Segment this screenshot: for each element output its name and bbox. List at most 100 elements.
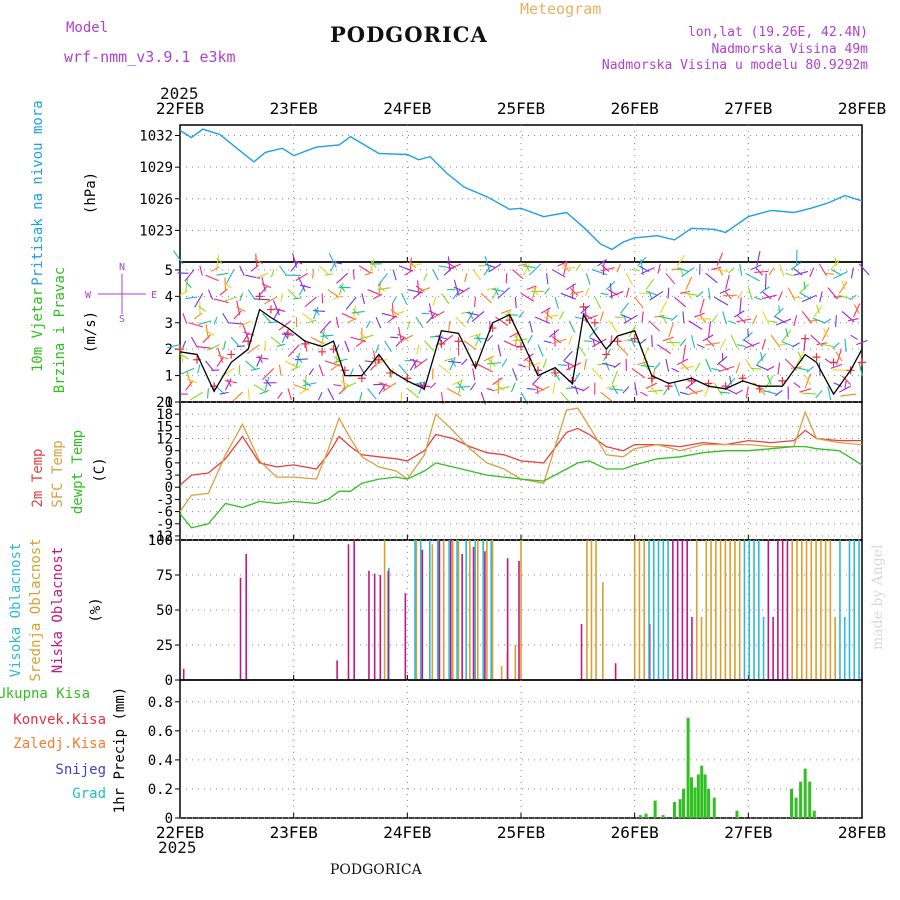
wind-arrow <box>294 358 308 361</box>
wind-arrow <box>188 322 204 328</box>
wind-arrow <box>510 382 516 393</box>
wind-arrow <box>841 375 852 386</box>
wind-arrow <box>594 296 602 309</box>
wind-arrow <box>785 328 789 338</box>
wind-arrow <box>440 292 450 305</box>
wind-arrow <box>253 298 270 301</box>
wind-arrow <box>314 308 320 316</box>
wind-arrow <box>620 302 629 314</box>
wind-arrow <box>207 289 214 300</box>
temperature-ytick-label: 0 <box>165 480 173 496</box>
x-tick-label-top: 27FEB <box>724 99 772 118</box>
wind-arrow <box>735 362 741 374</box>
wind-arrow <box>616 263 621 273</box>
wind-arrow <box>276 343 286 348</box>
temp-ylabel-dewpt: dewpt Temp <box>70 430 86 514</box>
wind-arrow <box>544 287 550 295</box>
wind-arrow <box>443 267 453 276</box>
wind-arrow <box>640 391 648 397</box>
meteogram-subtitle: Meteogram <box>520 0 602 18</box>
wind-arrow <box>574 316 583 320</box>
wind-arrow <box>327 388 335 401</box>
wind-arrow <box>534 386 550 394</box>
wind-arrow <box>768 267 775 276</box>
wind-arrow <box>662 336 674 342</box>
wind-arrow <box>844 338 847 352</box>
wind-arrow <box>622 386 630 394</box>
wind-arrow <box>574 385 579 395</box>
wind-arrow <box>334 344 340 352</box>
wind-arrow <box>745 272 760 282</box>
wind-arrow <box>718 366 735 372</box>
wind-arrow <box>182 313 188 324</box>
temperature-ytick-label: 6 <box>165 456 173 472</box>
wind-arrow <box>682 344 687 361</box>
wind-arrow <box>181 367 195 375</box>
wind-arrow <box>304 375 307 391</box>
wind-arrow <box>773 307 784 318</box>
wind-arrow <box>711 367 721 372</box>
wind-arrow <box>256 356 269 360</box>
wind-arrow <box>416 344 420 355</box>
wind-arrow <box>319 320 332 334</box>
wind-gust-marker <box>227 350 236 359</box>
wind-arrow <box>785 272 794 277</box>
precip-bar <box>703 774 707 818</box>
wind-arrow <box>512 338 527 342</box>
wind-arrow <box>190 336 198 348</box>
wind-ylabel-2: Brzina i Pravac <box>52 267 68 393</box>
wind-arrow <box>358 392 363 403</box>
wind-arrow <box>566 283 577 291</box>
wind-arrow <box>359 332 368 340</box>
temperature-ytick-label: 18 <box>156 407 173 423</box>
temp-ylabel-2m: 2m Temp <box>30 448 46 507</box>
wind-arrow <box>435 335 448 340</box>
wind-arrow <box>809 267 815 278</box>
wind-arrow <box>378 382 391 388</box>
wind-arrow <box>287 289 298 300</box>
wind-arrow <box>793 270 809 276</box>
x-tick-label-bottom: 24FEB <box>383 823 431 842</box>
wind-arrow <box>224 296 238 302</box>
precip-bar <box>799 781 803 818</box>
wind-arrow <box>478 364 493 373</box>
wind-arrow <box>812 317 826 324</box>
wind-arrow <box>813 305 823 318</box>
wind-arrow <box>528 320 533 333</box>
wind-arrow <box>391 296 397 305</box>
wind-arrow <box>500 309 511 314</box>
wind-arrow <box>287 388 293 401</box>
x-tick-label-bottom: 23FEB <box>270 823 318 842</box>
pressure-line <box>179 128 863 251</box>
wind-arrow <box>222 313 230 324</box>
wind-arrow <box>582 386 590 392</box>
wind-arrow <box>601 267 615 272</box>
wind-arrow <box>804 375 812 385</box>
wind-arrow <box>236 345 245 348</box>
wind-arrow <box>679 338 687 347</box>
elevation-label: Nadmorska Visina 49m <box>711 42 868 57</box>
compass-e: E <box>151 290 157 301</box>
wind-arrow <box>639 338 647 345</box>
wind-arrow <box>438 364 451 375</box>
wind-arrow <box>358 364 367 377</box>
wind-arrow <box>489 355 494 371</box>
wind-arrow <box>492 377 503 386</box>
wind-arrow <box>761 338 766 350</box>
wind-arrow <box>728 267 735 274</box>
wind-arrow <box>333 384 342 387</box>
wind-arrow <box>600 391 614 403</box>
wind-arrow <box>642 346 649 362</box>
temp-line-2 <box>179 445 863 529</box>
wind-arrow <box>486 287 496 291</box>
wind-arrow <box>247 289 256 300</box>
precip-bar <box>700 765 704 818</box>
wind-arrow <box>531 285 537 300</box>
cloud-units: (%) <box>88 597 104 622</box>
wind-ytick-label: 5 <box>165 263 173 279</box>
wind-gust-marker <box>778 376 787 385</box>
wind-arrow <box>198 305 206 312</box>
wind-arrow <box>304 296 317 308</box>
wind-arrow <box>625 273 633 285</box>
wind-arrow <box>686 290 692 300</box>
